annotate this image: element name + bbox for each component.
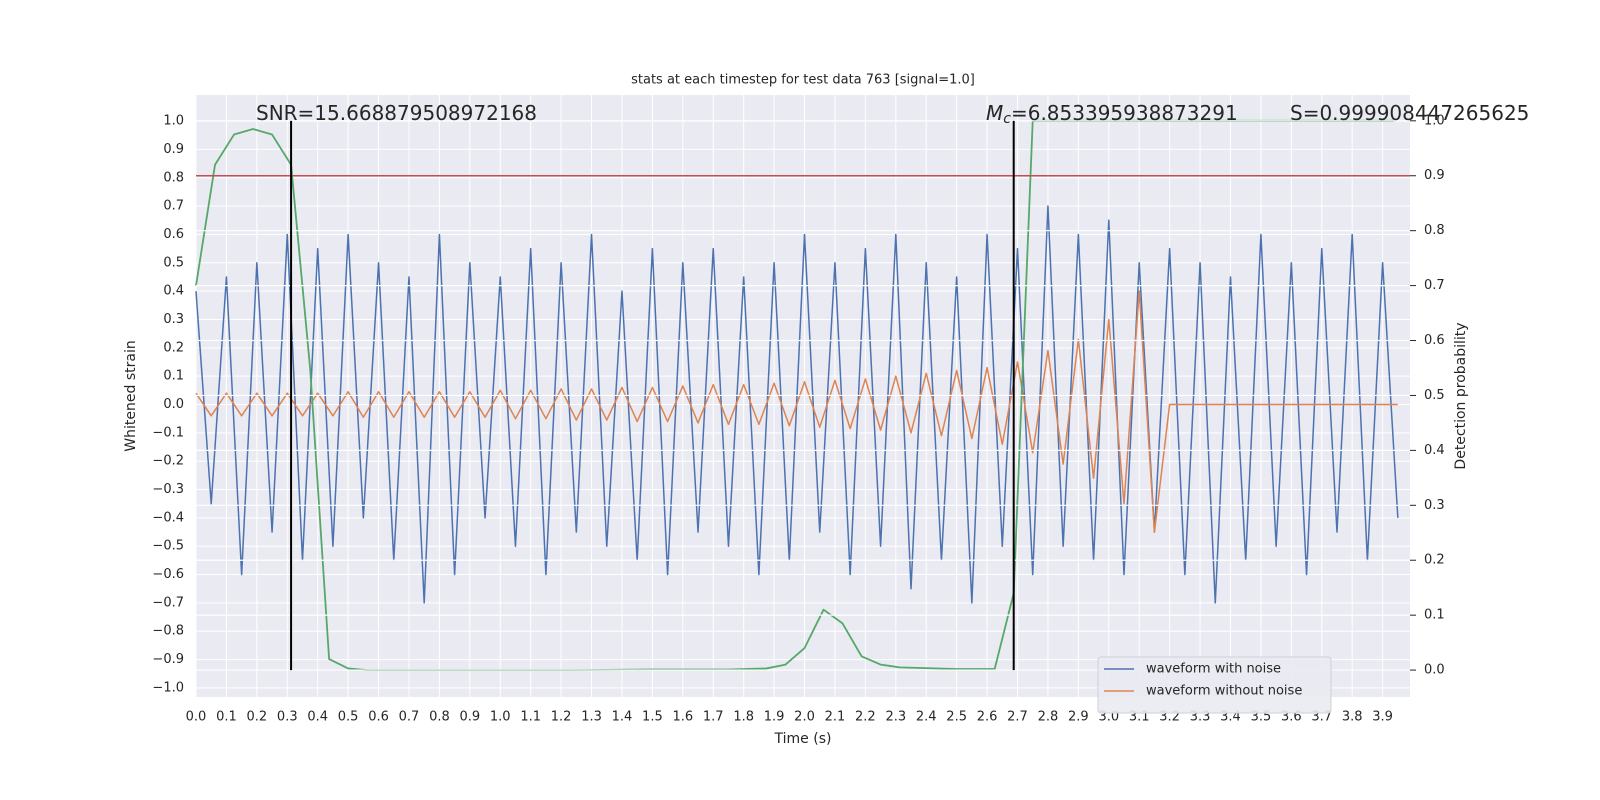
legend-label: waveform without noise <box>1146 684 1302 699</box>
x-tick-label: 1.1 <box>520 710 541 725</box>
y-tick-label: −0.2 <box>152 454 184 469</box>
x-tick-label: 2.4 <box>916 710 937 725</box>
series-line <box>195 205 1399 604</box>
x-tick-label: 0.9 <box>459 710 480 725</box>
series-line <box>195 119 1395 671</box>
x-axis-label: Time (s) <box>774 731 832 747</box>
y-tick-label: −0.6 <box>152 567 184 582</box>
y2-tick-label: 0.1 <box>1424 608 1445 623</box>
x-tick-label: 2.5 <box>946 710 967 725</box>
y-tick-label: −0.4 <box>152 510 184 525</box>
y-tick-label: 0.5 <box>163 255 184 270</box>
x-tick-label: 1.8 <box>733 710 754 725</box>
annotation-text: =6.853395938873291 <box>1011 101 1238 125</box>
y-tick-label: 0.0 <box>163 397 184 412</box>
x-tick-label: 0.1 <box>216 710 237 725</box>
overlay <box>196 120 1416 671</box>
x-tick-label: 2.3 <box>885 710 906 725</box>
x-tick-label: 3.8 <box>1342 710 1363 725</box>
x-tick-label: 2.8 <box>1038 710 1059 725</box>
y-tick-label: 0.2 <box>163 340 184 355</box>
x-tick-label: 3.9 <box>1372 710 1393 725</box>
y-tick-label: −1.0 <box>152 680 184 695</box>
x-tick-label: 1.6 <box>672 710 693 725</box>
y-tick-label: −0.8 <box>152 624 184 639</box>
x-tick-label: 1.2 <box>551 710 572 725</box>
x-tick-label: 0.7 <box>399 710 420 725</box>
x-tick-label: 1.5 <box>642 710 663 725</box>
y-tick-label: −0.1 <box>152 425 184 440</box>
x-tick-label: 0.3 <box>277 710 298 725</box>
x-tick-label: 2.0 <box>794 710 815 725</box>
x-tick-label: 0.5 <box>338 710 359 725</box>
legend-label: waveform with noise <box>1146 662 1281 677</box>
x-tick-label: 2.7 <box>1007 710 1028 725</box>
y-tick-label: −0.3 <box>152 482 184 497</box>
x-tick-label: 1.4 <box>612 710 633 725</box>
x-tick-label: 0.4 <box>307 710 328 725</box>
y-tick-label: 0.3 <box>163 312 184 327</box>
y2-tick-label: 0.7 <box>1424 278 1445 293</box>
x-tick-label: 0.0 <box>186 710 207 725</box>
y2-tick-label: 0.8 <box>1424 223 1445 238</box>
series-line <box>195 290 1398 533</box>
annotation-subscript: c <box>1003 111 1011 127</box>
y-tick-label: −0.9 <box>152 652 184 667</box>
x-tick-label: 2.6 <box>977 710 998 725</box>
y-tick-label: 0.7 <box>163 199 184 214</box>
annotation: SNR=15.668879508972168 <box>256 101 537 125</box>
y-tick-label: 0.8 <box>163 170 184 185</box>
chart-title: stats at each timestep for test data 763… <box>631 73 975 88</box>
y-tick-label: −0.5 <box>152 539 184 554</box>
x-tick-label: 0.6 <box>368 710 389 725</box>
x-tick-label: 2.1 <box>825 710 846 725</box>
annotation-text: SNR=15.668879508972168 <box>256 101 537 125</box>
annotation-text: S=0.999908447265625 <box>1290 101 1529 125</box>
y2-tick-label: 0.4 <box>1424 443 1445 458</box>
x-tick-label: 1.7 <box>703 710 724 725</box>
x-tick-label: 0.2 <box>247 710 268 725</box>
x-tick-label: 0.8 <box>429 710 450 725</box>
annotation: S=0.999908447265625 <box>1290 101 1529 125</box>
y2-tick-label: 0.6 <box>1424 333 1445 348</box>
y-tick-label: −0.7 <box>152 595 184 610</box>
x-tick-label: 2.2 <box>855 710 876 725</box>
x-tick-label: 2.9 <box>1068 710 1089 725</box>
x-tick-label: 1.0 <box>490 710 511 725</box>
x-tick-label: 1.3 <box>581 710 602 725</box>
marks <box>195 119 1399 671</box>
y-axis-label: Whitened strain <box>123 340 139 451</box>
annotation: Mc=6.853395938873291 <box>986 101 1238 128</box>
y2-tick-label: 0.3 <box>1424 498 1445 513</box>
y-tick-label: 0.1 <box>163 369 184 384</box>
legend-box <box>1097 656 1332 714</box>
y-tick-label: 1.0 <box>163 114 184 129</box>
y-tick-label: 0.9 <box>163 142 184 157</box>
y-tick-label: 0.6 <box>163 227 184 242</box>
y2-tick-label: 0.5 <box>1424 388 1445 403</box>
y2-tick-label: 0.2 <box>1424 553 1445 568</box>
y2-tick-label: 0.0 <box>1424 663 1445 678</box>
annotation-symbol: M <box>986 101 1003 125</box>
y-tick-label: 0.4 <box>163 284 184 299</box>
y2-tick-label: 0.9 <box>1424 168 1445 183</box>
y2-axis-label: Detection probability <box>1453 322 1469 469</box>
y2-tick-label: 1.0 <box>1424 113 1445 128</box>
x-tick-label: 1.9 <box>764 710 785 725</box>
